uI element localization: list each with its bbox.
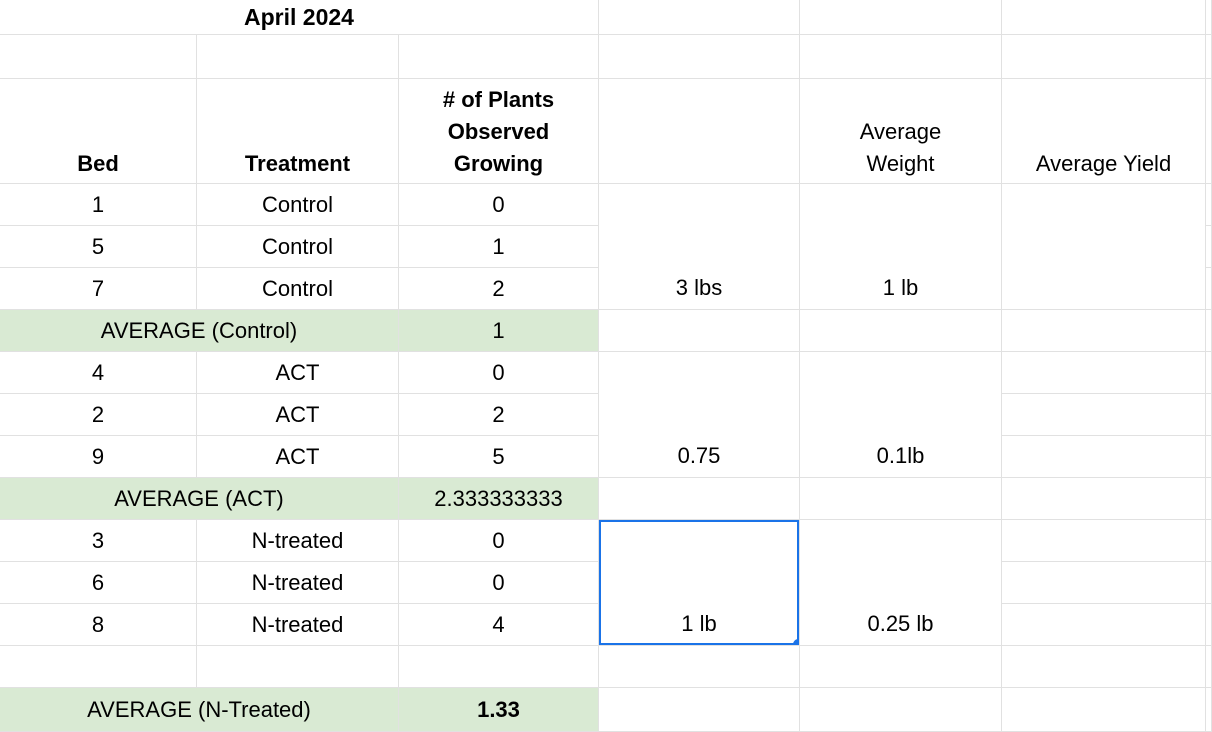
empty-cell[interactable] [599,688,800,732]
cell-average-weight[interactable]: 0.1lb [800,352,1002,478]
empty-cell[interactable] [599,478,800,520]
header-average-yield[interactable]: Average Yield [1002,79,1206,184]
empty-cell[interactable] [1206,478,1212,520]
header-plants-observed[interactable]: # of Plants Observed Growing [399,79,599,184]
empty-cell[interactable] [1002,688,1206,732]
empty-cell[interactable] [1206,436,1212,478]
cell-treatment[interactable]: N-treated [197,562,399,604]
cell-plant-count[interactable]: 0 [399,184,599,226]
empty-cell[interactable] [1206,394,1212,436]
cell-average-row-label[interactable]: AVERAGE (N-Treated) [0,688,399,732]
cell-bed[interactable]: 5 [0,226,197,268]
empty-cell[interactable] [1002,562,1206,604]
empty-cell[interactable] [599,79,800,184]
empty-cell[interactable] [1206,688,1212,732]
empty-cell[interactable] [1206,268,1212,310]
cell-weight[interactable]: 3 lbs [599,184,800,310]
empty-cell[interactable] [800,0,1002,35]
cell-treatment[interactable]: N-treated [197,604,399,646]
cell-average-value[interactable]: 1 [399,310,599,352]
cell-treatment[interactable]: Control [197,268,399,310]
empty-cell[interactable] [197,646,399,688]
cell-plant-count[interactable]: 0 [399,562,599,604]
empty-cell[interactable] [1206,0,1212,35]
cell-plant-count[interactable]: 4 [399,604,599,646]
empty-cell[interactable] [800,688,1002,732]
cell-weight: 1 lb [681,611,717,636]
empty-cell[interactable] [1002,352,1206,394]
cell-plant-count[interactable]: 0 [399,520,599,562]
empty-cell[interactable] [1206,520,1212,562]
empty-cell[interactable] [1206,604,1212,646]
cell-plant-count[interactable]: 0 [399,352,599,394]
empty-cell[interactable] [1206,352,1212,394]
empty-cell[interactable] [1002,604,1206,646]
empty-cell[interactable] [800,310,1002,352]
cell-plant-count[interactable]: 1 [399,226,599,268]
cell-treatment[interactable]: ACT [197,352,399,394]
cell-bed[interactable]: 9 [0,436,197,478]
empty-cell[interactable] [800,35,1002,79]
empty-cell[interactable] [197,35,399,79]
cell-treatment[interactable]: ACT [197,436,399,478]
title-cell[interactable]: April 2024 [0,0,599,35]
empty-cell[interactable] [1002,184,1206,310]
cell-average-value[interactable]: 2.333333333 [399,478,599,520]
header-treatment[interactable]: Treatment [197,79,399,184]
cell-plant-count[interactable]: 2 [399,394,599,436]
header-average-weight[interactable]: Average Weight [800,79,1002,184]
cell-bed[interactable]: 1 [0,184,197,226]
empty-cell[interactable] [1002,478,1206,520]
fill-handle[interactable] [793,639,799,645]
empty-cell[interactable] [1206,310,1212,352]
cell-average-row-label[interactable]: AVERAGE (ACT) [0,478,399,520]
empty-cell[interactable] [1206,184,1212,226]
cell-bed[interactable]: 2 [0,394,197,436]
empty-cell[interactable] [1206,226,1212,268]
empty-cell[interactable] [800,646,1002,688]
empty-cell[interactable] [599,310,800,352]
empty-cell[interactable] [1002,436,1206,478]
empty-cell[interactable] [1002,394,1206,436]
empty-cell[interactable] [1002,646,1206,688]
cell-treatment[interactable]: Control [197,226,399,268]
cell-treatment[interactable]: ACT [197,394,399,436]
empty-cell[interactable] [1002,310,1206,352]
empty-cell[interactable] [1206,79,1212,184]
cell-average-value[interactable]: 1.33 [399,688,599,732]
empty-cell[interactable] [0,646,197,688]
empty-cell[interactable] [1206,35,1212,79]
empty-cell[interactable] [399,35,599,79]
cell-weight[interactable]: 0.75 [599,352,800,478]
cell-plant-count[interactable]: 5 [399,436,599,478]
cell-bed[interactable]: 6 [0,562,197,604]
empty-cell[interactable] [800,478,1002,520]
empty-cell[interactable] [1002,520,1206,562]
header-bed[interactable]: Bed [0,79,197,184]
cell-bed[interactable]: 7 [0,268,197,310]
empty-cell[interactable] [1002,35,1206,79]
cell-average-row-label[interactable]: AVERAGE (Control) [0,310,399,352]
empty-cell[interactable] [0,35,197,79]
cell-bed[interactable]: 4 [0,352,197,394]
empty-cell[interactable] [1002,0,1206,35]
cell-plant-count[interactable]: 2 [399,268,599,310]
cell-bed[interactable]: 3 [0,520,197,562]
empty-cell[interactable] [599,35,800,79]
cell-average-weight[interactable]: 0.25 lb [800,520,1002,646]
empty-cell[interactable] [599,0,800,35]
cell-treatment[interactable]: N-treated [197,520,399,562]
empty-cell[interactable] [399,646,599,688]
cell-bed[interactable]: 8 [0,604,197,646]
empty-cell[interactable] [1206,646,1212,688]
empty-cell[interactable] [1206,562,1212,604]
cell-average-weight[interactable]: 1 lb [800,184,1002,310]
selected-cell[interactable]: 1 lb [599,520,800,646]
empty-cell[interactable] [599,646,800,688]
cell-treatment[interactable]: Control [197,184,399,226]
